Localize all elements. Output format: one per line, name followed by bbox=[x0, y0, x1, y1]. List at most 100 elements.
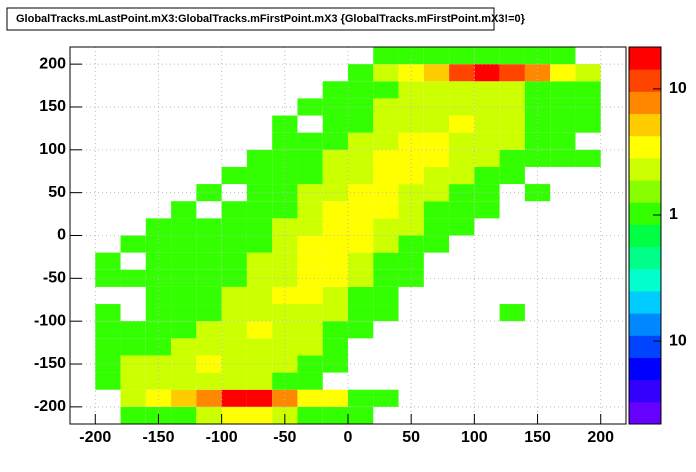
chart-title: GlobalTracks.mLastPoint.mX3:GlobalTracks… bbox=[16, 13, 526, 25]
palette-swatch bbox=[629, 202, 661, 225]
cell bbox=[145, 338, 172, 356]
cell bbox=[398, 132, 424, 150]
cell bbox=[95, 372, 121, 390]
palette-swatch bbox=[629, 268, 661, 292]
cell bbox=[297, 132, 323, 150]
cell bbox=[196, 355, 222, 373]
cell bbox=[120, 389, 146, 407]
cell bbox=[373, 132, 399, 150]
cell bbox=[171, 389, 197, 407]
x-tick-label: -150 bbox=[142, 429, 174, 446]
y-tick-label: -100 bbox=[34, 312, 66, 329]
cell bbox=[322, 338, 348, 356]
x-tick-label: -100 bbox=[206, 429, 238, 446]
cell bbox=[524, 64, 551, 82]
cell bbox=[322, 81, 348, 99]
cell bbox=[272, 355, 298, 373]
cell bbox=[423, 184, 450, 202]
cell bbox=[524, 149, 551, 167]
cell bbox=[423, 218, 450, 236]
cell bbox=[474, 81, 500, 99]
cell bbox=[297, 321, 323, 339]
cell bbox=[348, 98, 374, 116]
cell bbox=[322, 321, 348, 339]
palette-swatch bbox=[629, 69, 661, 92]
cell bbox=[524, 115, 551, 133]
cell bbox=[246, 149, 273, 167]
cell bbox=[474, 47, 500, 65]
cell bbox=[297, 406, 323, 424]
cell bbox=[423, 98, 450, 116]
cell bbox=[550, 47, 576, 65]
cell bbox=[246, 269, 273, 287]
cell bbox=[398, 218, 424, 236]
cell bbox=[171, 338, 197, 356]
cell bbox=[297, 218, 323, 236]
cell bbox=[348, 149, 374, 167]
palette-swatch bbox=[629, 246, 661, 270]
cell bbox=[221, 218, 247, 236]
cell bbox=[423, 132, 450, 150]
cell bbox=[171, 406, 197, 424]
palette-swatch bbox=[629, 290, 661, 314]
cell bbox=[449, 132, 475, 150]
cell bbox=[575, 149, 601, 167]
cell bbox=[398, 269, 424, 287]
cell bbox=[297, 286, 323, 305]
cell bbox=[499, 304, 525, 322]
cell bbox=[221, 372, 247, 390]
cell bbox=[297, 252, 323, 270]
cell bbox=[348, 321, 374, 339]
cell bbox=[171, 321, 197, 339]
cell bbox=[246, 166, 273, 185]
cell bbox=[348, 81, 374, 99]
cell bbox=[120, 321, 146, 339]
cell bbox=[575, 64, 601, 82]
y-tick-label: 0 bbox=[57, 227, 66, 244]
x-tick-label: 50 bbox=[402, 429, 420, 446]
cell bbox=[550, 149, 576, 167]
cell bbox=[322, 389, 348, 407]
cell bbox=[196, 286, 222, 305]
cell bbox=[322, 304, 348, 322]
cell bbox=[499, 115, 525, 133]
cell bbox=[322, 201, 348, 219]
cell bbox=[474, 132, 500, 150]
cell bbox=[171, 235, 197, 253]
palette-swatch bbox=[629, 180, 661, 203]
cell bbox=[246, 252, 273, 270]
cell bbox=[145, 235, 172, 253]
title-box bbox=[6, 7, 495, 31]
cell bbox=[297, 166, 323, 185]
cell bbox=[550, 115, 576, 133]
cell bbox=[221, 286, 247, 305]
cell bbox=[120, 372, 146, 390]
palette-swatch bbox=[629, 91, 661, 115]
cell bbox=[550, 81, 576, 99]
cell bbox=[120, 338, 146, 356]
cell bbox=[322, 252, 348, 270]
cell bbox=[145, 321, 172, 339]
y-tick-label: -200 bbox=[34, 398, 66, 415]
z-tick-label: 10 bbox=[669, 80, 687, 97]
y-tick-label: 200 bbox=[39, 55, 66, 72]
x-tick-label: -50 bbox=[273, 429, 296, 446]
cell bbox=[348, 406, 374, 424]
cell bbox=[272, 115, 298, 133]
cell bbox=[272, 372, 298, 390]
cell bbox=[322, 166, 348, 185]
cell bbox=[246, 286, 273, 305]
y-tick-label: 100 bbox=[39, 141, 66, 158]
cell bbox=[373, 218, 399, 236]
x-tick-label: 150 bbox=[524, 429, 551, 446]
cell bbox=[449, 201, 475, 219]
cell bbox=[550, 132, 576, 150]
cell bbox=[221, 389, 247, 407]
y-tick-label: -150 bbox=[34, 355, 66, 372]
cell bbox=[95, 252, 121, 270]
cell bbox=[373, 81, 399, 99]
palette-swatch bbox=[629, 379, 661, 403]
palette-swatch bbox=[629, 224, 661, 248]
cell bbox=[550, 64, 576, 82]
